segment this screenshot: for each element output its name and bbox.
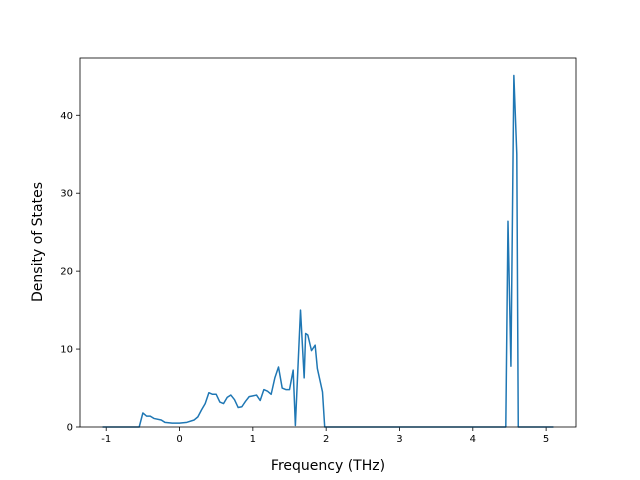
y-tick-label: 0: [67, 423, 73, 434]
y-tick-label: 40: [60, 111, 73, 122]
x-tick-label: 0: [176, 434, 182, 445]
x-axis-label: Frequency (THz): [271, 458, 385, 474]
x-tick-label: 2: [323, 434, 329, 445]
x-tick-label: 4: [470, 434, 476, 445]
y-tick-label: 30: [60, 189, 73, 200]
x-tick-label: 3: [396, 434, 402, 445]
y-tick-label: 10: [60, 345, 73, 356]
x-tick-label: 1: [250, 434, 256, 445]
data-line: [102, 74, 554, 428]
y-axis-label: Density of States: [30, 182, 46, 302]
x-tick-label: 5: [543, 434, 549, 445]
plot-frame: [79, 57, 577, 428]
x-tick-label: -1: [101, 434, 111, 445]
y-tick-label: 20: [60, 267, 73, 278]
